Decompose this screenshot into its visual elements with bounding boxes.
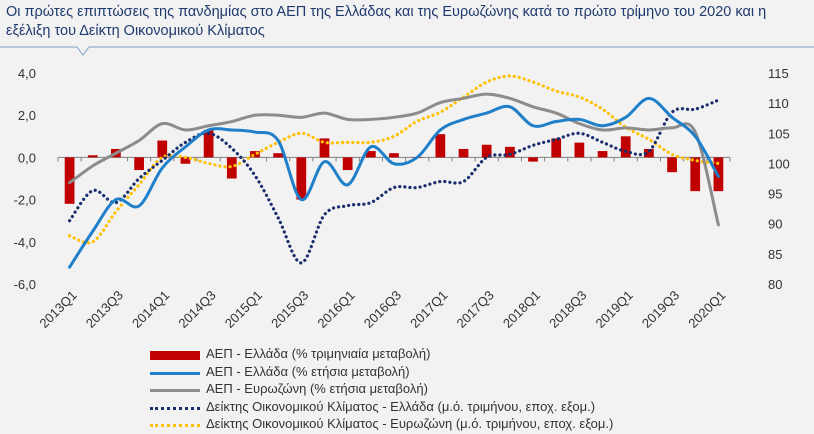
- right-axis-tick-label: 85: [768, 247, 782, 262]
- left-axis-tick-label: -4,0: [14, 235, 36, 250]
- bar-gdp-greece-quarterly: [365, 151, 376, 158]
- left-axis-tick-label: 0,0: [18, 150, 36, 165]
- bar-gdp-greece-quarterly: [134, 157, 144, 171]
- right-axis-tick-label: 110: [768, 96, 789, 111]
- chart-legend: ΑΕΠ - Ελλάδα (% τριμηνιαία μεταβολή) ΑΕΠ …: [150, 346, 810, 434]
- x-axis-tick-label: 2015Q3: [268, 288, 311, 331]
- right-axis-tick-label: 80: [768, 277, 782, 292]
- x-axis-tick-label: 2013Q1: [36, 288, 79, 331]
- x-axis-tick-label: 2013Q3: [83, 288, 126, 331]
- line-gdp-eurozone-annual: [68, 92, 720, 227]
- x-axis-tick-label: 2015Q1: [222, 288, 265, 331]
- left-axis-tick-label: -6,0: [14, 277, 36, 292]
- legend-label: ΑΕΠ - Ελλάδα (% ετήσια μεταβολή): [206, 363, 410, 379]
- right-axis-tick-label: 90: [768, 217, 782, 232]
- bar-gdp-greece-quarterly: [226, 157, 237, 179]
- legend-swatch: [150, 371, 200, 375]
- right-axis-tick-label: 115: [768, 66, 789, 81]
- bar-gdp-greece-quarterly: [690, 157, 701, 192]
- bar-gdp-greece-quarterly: [296, 157, 307, 200]
- legend-entry: Δείκτης Οικονομικού Κλίματος - Ευρωζώνη …: [150, 416, 810, 434]
- x-axis-tick-label: 2017Q3: [453, 288, 496, 331]
- bar-gdp-greece-quarterly: [597, 151, 608, 158]
- bar-gdp-greece-quarterly: [504, 146, 515, 158]
- legend-label: ΑΕΠ - Ελλάδα (% τριμηνιαία μεταβολή): [206, 346, 431, 361]
- bar-gdp-greece-quarterly: [203, 129, 214, 158]
- combo-chart: 4,0 2,0 0,0 -2,0 -4,0 -6,0 115 110 105 100 95 90 85 8…: [14, 66, 790, 331]
- bar-gdp-greece-quarterly: [574, 142, 585, 158]
- bar-gdp-greece-quarterly: [180, 157, 191, 164]
- x-axis-tick-label: 2018Q1: [500, 288, 543, 331]
- bar-gdp-greece-quarterly: [644, 148, 654, 158]
- bar-gdp-greece-quarterly: [87, 155, 98, 158]
- line-esi-greece: [67, 98, 721, 265]
- bar-gdp-greece-quarterly: [435, 134, 446, 158]
- x-axis-tick-label: 2019Q1: [593, 288, 636, 331]
- legend-entry: ΑΕΠ - Ευρωζώνη (% ετήσια μεταβολή): [150, 381, 810, 399]
- right-axis-tick-label: 105: [768, 126, 790, 141]
- x-axis-tick-label: 2018Q3: [546, 288, 589, 331]
- bar-gdp-greece-quarterly: [273, 153, 284, 158]
- bar-gdp-greece-quarterly: [551, 138, 562, 158]
- right-axis-tick-label: 95: [768, 187, 782, 202]
- legend-label: Δείκτης Οικονομικού Κλίματος - Ευρωζώνη …: [206, 416, 614, 431]
- left-axis-tick-label: -2,0: [14, 193, 36, 208]
- x-axis-tick-label: 2016Q3: [361, 288, 404, 331]
- line-esi-eurozone: [67, 74, 721, 245]
- right-axis-tick-label: 100: [768, 156, 790, 171]
- title-divider: [0, 46, 814, 56]
- left-axis-tick-label: 2,0: [18, 108, 36, 123]
- legend-swatch: [150, 389, 200, 392]
- chart-title: Οι πρώτες επιπτώσεις της πανδημίας στο Α…: [6, 4, 767, 39]
- legend-entry: Δείκτης Οικονομικού Κλίματος - Ελλάδα (μ…: [150, 399, 810, 417]
- bar-gdp-greece-quarterly: [667, 157, 677, 173]
- x-axis-tick-label: 2014Q3: [175, 288, 218, 331]
- legend-swatch: [150, 424, 200, 427]
- legend-label: Δείκτης Οικονομικού Κλίματος - Ελλάδα (μ…: [206, 398, 596, 414]
- bar-gdp-greece-quarterly: [64, 157, 75, 204]
- bar-gdp-greece-quarterly: [389, 153, 399, 158]
- bar-gdp-greece-quarterly: [342, 157, 353, 171]
- line-gdp-greece-annual: [68, 96, 720, 269]
- x-axis-tick-label: 2016Q1: [314, 288, 357, 331]
- bar-gdp-greece-quarterly: [458, 148, 469, 158]
- bar-gdp-greece-quarterly: [620, 136, 631, 158]
- legend-swatch: [150, 406, 200, 410]
- legend-entry: ΑΕΠ - Ελλάδα (% ετήσια μεταβολή): [150, 364, 810, 382]
- bar-gdp-greece-quarterly: [157, 140, 168, 158]
- x-axis-tick-label: 2020Q1: [685, 288, 728, 331]
- bar-gdp-greece-quarterly: [250, 151, 260, 158]
- x-axis-tick-label: 2017Q1: [407, 288, 450, 331]
- left-axis-tick-label: 4,0: [18, 66, 36, 81]
- legend-entry: ΑΕΠ - Ελλάδα (% τριμηνιαία μεταβολή): [150, 346, 810, 364]
- x-axis-tick-label: 2019Q3: [639, 288, 682, 331]
- bar-gdp-greece-quarterly: [481, 144, 492, 158]
- x-axis-tick-label: 2014Q1: [129, 288, 172, 331]
- legend-swatch: [150, 351, 200, 360]
- legend-label: ΑΕΠ - Ευρωζώνη (% ετήσια μεταβολή): [206, 381, 428, 396]
- bar-gdp-greece-quarterly: [319, 138, 330, 158]
- bar-gdp-greece-quarterly: [528, 157, 538, 162]
